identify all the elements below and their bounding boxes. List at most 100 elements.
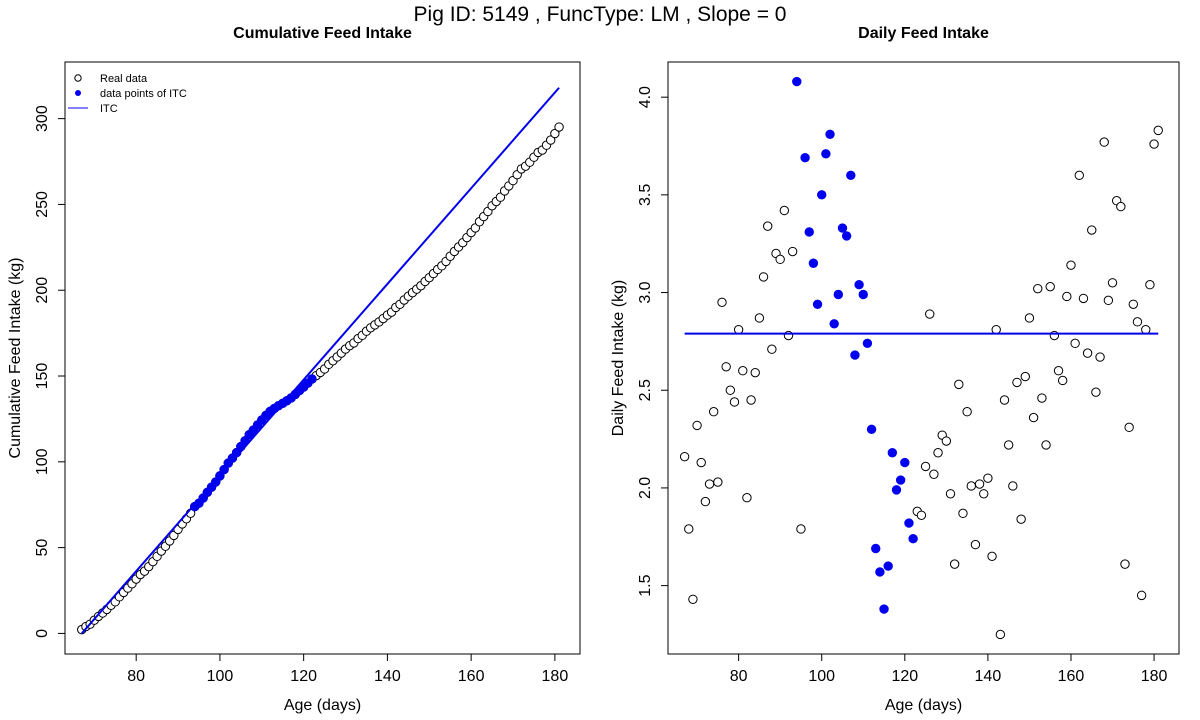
legend: Real data data points of ITC ITC [68,73,187,115]
real-data-point [704,479,715,489]
itc-data-point [307,374,317,384]
real-data-point [725,385,736,395]
itc-data-point [800,153,810,163]
real-data-point [1107,278,1118,288]
real-data-point [754,313,765,323]
real-data-point [684,524,694,534]
plot-area [679,76,1163,640]
real-data-point [1145,280,1155,290]
real-data-point [1028,412,1039,423]
real-data-point [1008,481,1018,491]
real-data-point [775,254,785,265]
legend-label: ITC [100,103,118,115]
itc-data-point [821,149,831,159]
real-data-point [495,192,506,202]
real-data-point [916,510,927,520]
chart-title: Cumulative Feed Intake [233,25,412,42]
real-data-point [995,629,1006,640]
x-tick-label: 120 [891,668,918,685]
plot-frame [667,61,1180,655]
real-data-point [1149,139,1159,149]
real-data-point [941,436,952,446]
itc-data-point [858,289,868,300]
real-data-point [1078,293,1089,304]
x-tick-label: 140 [374,668,401,685]
real-data-point [692,420,702,431]
real-data-point [1082,348,1093,358]
y-tick-label: 150 [34,363,51,390]
real-data-point [550,128,560,139]
y-tick-label: 300 [34,105,51,132]
real-data-point [983,473,993,483]
real-data-point [958,508,968,519]
real-data-point [970,539,981,550]
real-data-point [554,122,564,132]
y-tick-label: 250 [34,191,51,218]
real-data-point [1045,281,1055,292]
real-data-point [1116,201,1126,212]
real-data-point [966,481,976,491]
itc-line [80,87,560,635]
real-data-point [742,492,752,503]
main-title: Pig ID: 5149 , FuncType: LM , Slope = 0 [413,3,787,26]
itc-data-point [862,338,873,349]
itc-data-point [895,475,906,485]
y-tick-label: 50 [34,539,51,557]
itc-data-point [850,350,860,360]
real-data-point [1153,125,1163,136]
y-tick-label: 0 [34,629,51,638]
real-data-point [979,489,989,499]
legend-filled-circle-icon [75,90,81,96]
legend-label: Real data [100,73,148,85]
real-data-point [787,246,798,257]
itc-data-point [837,223,848,233]
real-data-point [1057,375,1068,386]
itc-data-point [904,518,914,528]
itc-data-point [879,604,889,614]
itc-data-point [908,534,918,544]
x-tick-label: 180 [542,668,569,685]
cumulative-feed-intake-chart: Cumulative Feed Intake 80 100 120 140 160 180 0… [7,25,581,714]
legend-label: data points of ITC [100,88,187,100]
real-data-point [1033,283,1043,294]
itc-data-point [866,424,877,435]
x-tick-label: 160 [458,668,485,685]
real-data-point [767,344,777,354]
real-data-point [1087,225,1097,235]
real-data-point [750,367,760,378]
x-tick-label: 180 [1141,668,1168,685]
itc-data-point [829,319,839,329]
itc-data-point [875,567,885,577]
x-tick-label: 120 [290,668,317,685]
real-data-point [1016,514,1026,524]
real-data-point [1070,338,1080,349]
real-data-point [974,479,985,489]
real-data-point [949,559,960,569]
itc-data-point [808,258,819,268]
itc-data-point [817,190,827,200]
real-data-point [1020,371,1030,382]
real-data-point [1024,313,1035,323]
real-data-point [708,407,719,417]
legend-open-circle-icon [74,74,82,82]
itc-data-point [891,485,902,495]
real-data-point [1095,352,1105,362]
y-tick-label: 4.0 [637,86,654,108]
real-data-point [1128,299,1139,309]
y-axis-label: Daily Feed Intake (kg) [610,280,627,437]
y-tick-label: 3.5 [637,184,654,206]
real-data-point [779,205,790,216]
real-data-point [758,272,769,282]
y-axis-label: Cumulative Feed Intake (kg) [7,258,24,459]
itc-data-point [871,543,881,554]
real-data-point [688,594,698,604]
real-data-point [545,135,556,145]
real-data-point [925,309,935,319]
y-tick-label: 2.5 [637,379,654,401]
real-data-point [920,461,931,472]
y-tick-label: 200 [34,277,51,304]
real-data-point [1099,137,1109,147]
itc-data-point [825,129,835,139]
itc-data-point [804,227,814,237]
itc-data-point [900,457,910,468]
